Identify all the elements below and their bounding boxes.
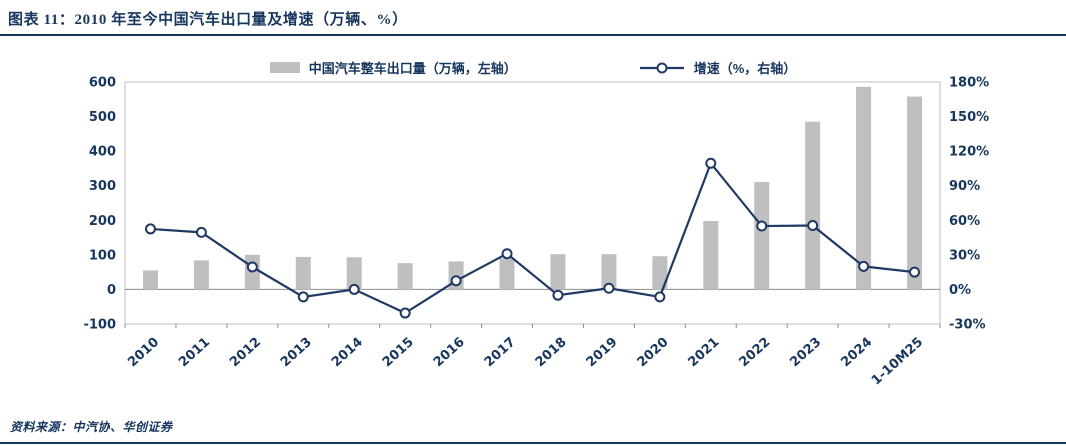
bar-series-label: 中国汽车整车出口量（万辆，左轴） xyxy=(308,61,517,76)
x-axis-tick-label: 2024 xyxy=(838,335,875,370)
export-volume-bar xyxy=(652,256,668,290)
x-axis-tick-label: 2012 xyxy=(227,335,264,370)
x-axis-tick-label: 2019 xyxy=(584,335,621,370)
left-axis-tick-label: -100 xyxy=(83,318,116,333)
export-volume-bar xyxy=(142,270,158,290)
x-axis-tick-label: 1-10M25 xyxy=(869,335,926,389)
bottom-divider xyxy=(0,442,1066,444)
export-volume-bar xyxy=(499,258,515,290)
right-axis-tick-label: 60% xyxy=(949,214,980,229)
x-axis-tick-label: 2017 xyxy=(482,335,519,370)
line-series-swatch-icon xyxy=(639,62,684,73)
line-series-label: 增速（%，右轴） xyxy=(693,61,797,76)
x-axis-tick-label: 2010 xyxy=(125,335,162,370)
x-axis-tick-label: 2022 xyxy=(736,335,773,370)
growth-line-marker xyxy=(552,289,564,301)
export-volume-bar xyxy=(397,263,413,290)
growth-line-marker xyxy=(705,157,717,169)
left-axis-tick-label: 100 xyxy=(89,248,116,263)
export-volume-bar xyxy=(703,220,719,290)
right-axis-tick-label: 0% xyxy=(949,283,971,298)
chart-area: 中国汽车整车出口量（万辆，左轴） 增速（%，右轴） 600 500 400 300 20… xyxy=(0,36,1066,408)
x-axis-tick-label: 2016 xyxy=(431,335,468,370)
right-axis-tick-label: 120% xyxy=(949,145,989,160)
growth-line-marker xyxy=(909,266,921,278)
x-axis-tick-label: 2023 xyxy=(787,335,824,370)
growth-line-marker xyxy=(603,282,615,294)
growth-line-marker xyxy=(450,275,462,287)
right-axis-tick-label: -30% xyxy=(949,318,986,333)
left-axis-tick-label: 200 xyxy=(89,214,116,229)
x-axis-tick-label: 2013 xyxy=(278,335,315,370)
x-axis-tick-label: 2020 xyxy=(635,335,672,370)
growth-line-marker xyxy=(399,307,411,319)
chart-title-row: 图表 11：2010 年至今中国汽车出口量及增速（万辆、%） xyxy=(0,0,1066,34)
right-axis-tick-label: 150% xyxy=(949,110,989,125)
chart-title: 图表 11：2010 年至今中国汽车出口量及增速（万辆、%） xyxy=(8,12,408,28)
right-axis-tick-label: 90% xyxy=(949,179,980,194)
chart-legend: 中国汽车整车出口量（万辆，左轴） 增速（%，右轴） xyxy=(0,58,1066,77)
export-volume-bar xyxy=(550,254,566,290)
left-axis-tick-label: 500 xyxy=(89,110,116,125)
growth-line xyxy=(150,161,915,315)
legend-item-bar-series: 中国汽车整车出口量（万辆，左轴） xyxy=(269,58,517,77)
export-volume-bar xyxy=(295,256,311,290)
right-axis-tick-label: 30% xyxy=(949,248,980,263)
export-volume-growth-combo-chart: 600 500 400 300 200 100 0 -100 180% 150% 120% 90% 60… xyxy=(83,76,989,389)
growth-line-marker xyxy=(807,219,819,231)
title-divider xyxy=(0,34,1066,36)
x-axis-tick-label: 2014 xyxy=(329,335,366,370)
export-volume-bar xyxy=(346,257,362,290)
x-axis-tick-label: 2018 xyxy=(533,335,570,370)
growth-line-marker xyxy=(195,226,207,238)
right-axis-tick-label: 180% xyxy=(949,76,989,91)
growth-line-marker xyxy=(297,291,309,303)
source-note: 资料来源：中汽协、华创证券 xyxy=(10,420,173,434)
export-volume-bar xyxy=(601,254,617,290)
x-axis-tick-label: 2021 xyxy=(686,335,723,370)
source-row: 资料来源：中汽协、华创证券 xyxy=(0,408,1066,436)
export-volume-bar xyxy=(907,96,923,290)
x-axis-tick-label: 2011 xyxy=(176,335,213,370)
export-volume-bar xyxy=(754,181,770,290)
growth-line-marker xyxy=(246,261,258,273)
bar-series-swatch-icon xyxy=(269,62,300,73)
legend-item-line-series: 增速（%，右轴） xyxy=(639,58,797,77)
left-axis-tick-label: 400 xyxy=(89,145,116,160)
export-volume-bar xyxy=(856,86,872,290)
growth-line-marker xyxy=(501,248,513,260)
growth-line-marker xyxy=(654,291,666,303)
left-axis-tick-label: 300 xyxy=(89,179,116,194)
growth-line-marker xyxy=(348,283,360,295)
growth-line-marker xyxy=(756,220,768,232)
left-axis-tick-label: 0 xyxy=(107,283,116,298)
growth-line-marker xyxy=(858,260,870,272)
export-volume-bar xyxy=(193,260,209,290)
x-axis-tick-label: 2015 xyxy=(380,335,417,370)
left-axis-tick-label: 600 xyxy=(89,76,116,91)
growth-line-marker xyxy=(144,223,156,235)
export-volume-bar xyxy=(805,121,821,290)
